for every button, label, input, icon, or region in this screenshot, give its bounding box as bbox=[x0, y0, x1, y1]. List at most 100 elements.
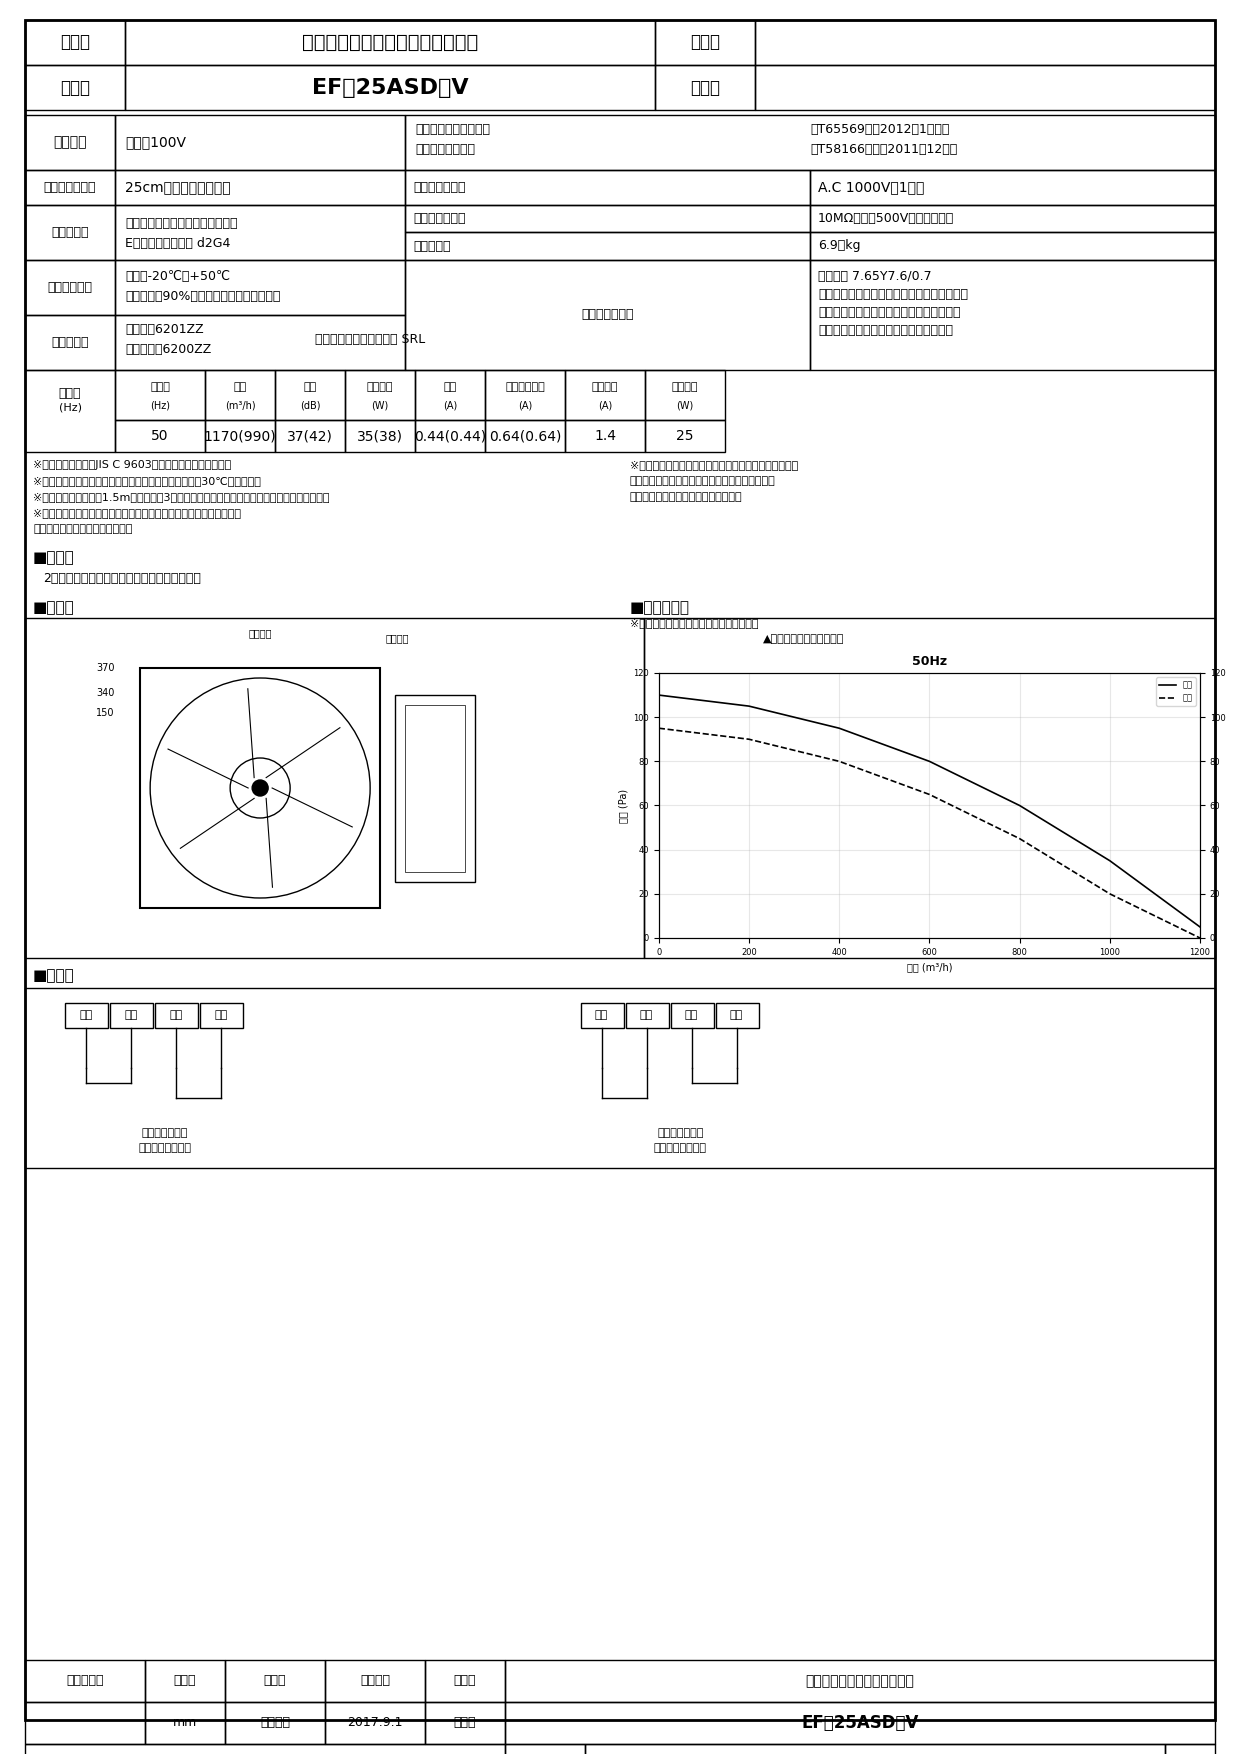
Bar bbox=[25, 1659, 145, 1701]
Bar bbox=[505, 1659, 1215, 1701]
Text: A.C 1000V、1分間: A.C 1000V、1分間 bbox=[818, 181, 924, 195]
Text: 単相　100V: 単相 100V bbox=[125, 135, 186, 149]
Text: 電　　源: 電 源 bbox=[53, 135, 87, 149]
Text: (A): (A) bbox=[598, 400, 613, 410]
給気 bbox=[923, 784, 937, 805]
Text: (m³/h): (m³/h) bbox=[224, 400, 255, 410]
Bar bbox=[810, 260, 1215, 370]
Text: ※公称出力はおよその目安です。ブレーカや過負荷保護: ※公称出力はおよその目安です。ブレーカや過負荷保護 bbox=[630, 460, 799, 470]
Text: （詳細は２ページをご参照ください）: （詳細は２ページをご参照ください） bbox=[630, 493, 743, 502]
Text: ▲印より右が使用可能範囲: ▲印より右が使用可能範囲 bbox=[763, 633, 844, 644]
Text: 1.4: 1.4 bbox=[594, 430, 616, 444]
Text: 絶　縁　抗　抑: 絶 縁 抗 抑 bbox=[413, 212, 465, 225]
給気 bbox=[1102, 884, 1117, 905]
Bar bbox=[25, 205, 115, 260]
Text: マンセル 7.65Y7.6/0.7: マンセル 7.65Y7.6/0.7 bbox=[818, 270, 931, 282]
Text: アカ: アカ bbox=[79, 1010, 93, 1021]
Text: ※「騒音」「消費電力」「電流」の値は据出しエアー、30℃の値です。: ※「騒音」「消費電力」「電流」の値は据出しエアー、30℃の値です。 bbox=[33, 475, 260, 486]
Bar bbox=[200, 1003, 243, 1028]
Text: 単　位: 単 位 bbox=[174, 1675, 196, 1687]
Text: 型式検定合格番号: 型式検定合格番号 bbox=[415, 144, 475, 156]
Bar bbox=[125, 19, 655, 65]
Text: アオ: アオ bbox=[170, 1010, 182, 1021]
Text: 起動電流: 起動電流 bbox=[591, 382, 619, 391]
Text: 端子笱より見て: 端子笱より見て bbox=[141, 1128, 188, 1138]
Bar bbox=[205, 370, 275, 419]
Text: EF－25ASD－V: EF－25ASD－V bbox=[311, 77, 469, 98]
Bar bbox=[325, 1701, 425, 1743]
Text: (A): (A) bbox=[518, 400, 532, 410]
Bar bbox=[585, 1743, 1166, 1754]
Bar bbox=[275, 370, 345, 419]
Text: ■外形図: ■外形図 bbox=[33, 600, 74, 616]
Bar bbox=[64, 1003, 108, 1028]
Text: 左回転（排気時）: 左回転（排気時） bbox=[139, 1144, 191, 1152]
Text: 品　名: 品 名 bbox=[60, 33, 91, 51]
Bar bbox=[25, 19, 125, 65]
Text: 玉　軸　受: 玉 軸 受 bbox=[51, 337, 89, 349]
Text: 形　名: 形 名 bbox=[454, 1717, 476, 1729]
Text: 25: 25 bbox=[676, 430, 693, 444]
Text: 作成日付: 作成日付 bbox=[360, 1675, 391, 1687]
Text: E種４極　防爆構造 d2G4: E種４極 防爆構造 d2G4 bbox=[125, 237, 231, 251]
排気 bbox=[742, 696, 756, 717]
Text: 色調・塗装仕様: 色調・塗装仕様 bbox=[582, 309, 634, 321]
Bar bbox=[25, 116, 115, 170]
Bar bbox=[224, 1701, 325, 1743]
Bar bbox=[115, 260, 405, 316]
Bar bbox=[655, 19, 755, 65]
Bar bbox=[565, 419, 645, 453]
Bar bbox=[115, 116, 405, 170]
Bar bbox=[415, 370, 485, 419]
Bar bbox=[25, 260, 115, 316]
Bar bbox=[425, 1701, 505, 1743]
Bar bbox=[145, 1701, 224, 1743]
Bar bbox=[405, 170, 810, 205]
Text: 50: 50 bbox=[151, 430, 169, 444]
Text: 温度　-20℃〜+50℃: 温度 -20℃〜+50℃ bbox=[125, 270, 229, 282]
Text: 端子笱より見て: 端子笱より見て bbox=[657, 1128, 703, 1138]
Bar bbox=[25, 170, 115, 205]
Bar bbox=[644, 617, 1215, 958]
Text: 2ページ目の注意事項を必ずご参照ください。: 2ページ目の注意事項を必ずご参照ください。 bbox=[43, 572, 201, 586]
Text: 35(38): 35(38) bbox=[357, 430, 403, 444]
X-axis label: 風量 (m³/h): 風量 (m³/h) bbox=[906, 963, 952, 972]
Bar bbox=[405, 705, 465, 872]
Bar bbox=[1166, 1743, 1215, 1754]
排気 bbox=[1102, 851, 1117, 872]
Text: (W): (W) bbox=[676, 400, 693, 410]
Bar bbox=[25, 617, 644, 958]
Text: 第T58166号（～2011年12月）: 第T58166号（～2011年12月） bbox=[810, 144, 957, 156]
Text: 0.44(0.44): 0.44(0.44) bbox=[414, 430, 486, 444]
Text: 反負荷側〃6200ZZ: 反負荷側〃6200ZZ bbox=[125, 344, 211, 356]
Bar bbox=[645, 419, 725, 453]
Text: アカ: アカ bbox=[595, 1010, 608, 1021]
Bar bbox=[405, 260, 810, 370]
Bar bbox=[396, 695, 475, 882]
Bar bbox=[405, 116, 1215, 170]
Bar bbox=[25, 1701, 145, 1743]
Title: 50Hz: 50Hz bbox=[911, 654, 947, 668]
Text: クロ: クロ bbox=[640, 1010, 653, 1021]
Bar bbox=[580, 1003, 624, 1028]
Text: (Hz): (Hz) bbox=[150, 400, 170, 410]
Bar bbox=[810, 170, 1215, 205]
Text: 6.9　kg: 6.9 kg bbox=[818, 240, 861, 253]
Text: ※この商品は羽根の付広えと結線の変更により給気で使用できます。: ※この商品は羽根の付広えと結線の変更により給気で使用できます。 bbox=[33, 509, 241, 517]
Text: シロ: シロ bbox=[730, 1010, 743, 1021]
Text: 電流: 電流 bbox=[444, 382, 456, 391]
Text: ■結線図: ■結線図 bbox=[33, 968, 74, 982]
Bar bbox=[405, 205, 810, 232]
Text: ※風量はオリフィスチャンバー法による。: ※風量はオリフィスチャンバー法による。 bbox=[630, 617, 759, 628]
給気 bbox=[742, 728, 756, 749]
排気 bbox=[832, 717, 847, 738]
Bar bbox=[645, 370, 725, 419]
Text: 耗　　電　　圧: 耗 電 圧 bbox=[413, 181, 465, 195]
Text: 負荷側〃6201ZZ: 負荷側〃6201ZZ bbox=[125, 323, 203, 337]
Line: 給気: 給気 bbox=[658, 728, 1200, 938]
Bar bbox=[625, 1003, 668, 1028]
Bar bbox=[755, 65, 1215, 111]
Text: シロ: シロ bbox=[215, 1010, 228, 1021]
Text: クロ: クロ bbox=[124, 1010, 138, 1021]
給気 bbox=[651, 717, 666, 738]
